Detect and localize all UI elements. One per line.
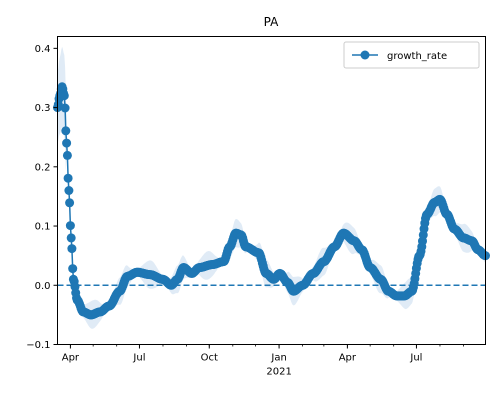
data-point <box>59 91 69 101</box>
data-point <box>64 186 74 195</box>
y-tick-label: 0.3 <box>35 103 51 114</box>
data-point <box>67 244 77 254</box>
y-tick-label: 0.2 <box>35 162 51 173</box>
x-axis-ticks: Apr Jul Oct Jan Apr Jul 2021 <box>62 344 464 378</box>
x-tick-label: Oct <box>201 353 218 364</box>
y-tick-label: −0.1 <box>26 340 50 351</box>
y-axis-ticks: −0.1 0.0 0.1 0.2 0.3 0.4 <box>26 44 58 351</box>
data-point <box>61 126 71 136</box>
x-tick-label: Jul <box>409 353 422 364</box>
data-point <box>62 138 72 148</box>
data-point <box>63 173 73 183</box>
data-point <box>68 264 78 274</box>
x-tick-label: Jul <box>132 353 145 364</box>
y-tick-label: 0.1 <box>35 222 51 233</box>
chart-title: PA <box>264 15 279 29</box>
legend-box <box>343 41 480 69</box>
x-tick-label: Jan <box>270 353 286 364</box>
y-tick-label: 0.4 <box>35 44 51 55</box>
data-point <box>62 150 72 160</box>
x-tick-label: Apr <box>62 353 80 364</box>
x-year-label: 2021 <box>266 367 291 378</box>
data-point <box>60 103 70 113</box>
plot-area-frame <box>57 36 486 345</box>
data-point <box>65 221 75 231</box>
legend-marker-swatch <box>360 50 370 60</box>
x-tick-label: Apr <box>339 353 357 364</box>
data-point <box>65 198 75 208</box>
y-tick-label: 0.0 <box>35 281 51 292</box>
legend: growth_rate <box>343 41 480 69</box>
data-point <box>66 233 76 243</box>
series-marker-layer <box>53 82 490 320</box>
legend-label: growth_rate <box>387 51 447 62</box>
